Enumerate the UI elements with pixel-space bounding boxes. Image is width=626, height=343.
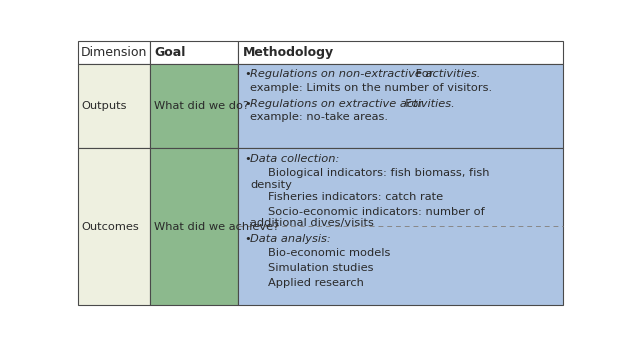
- Bar: [78, 41, 150, 63]
- Text: For: For: [411, 69, 433, 80]
- Text: Biological indicators: fish biomass, fish: Biological indicators: fish biomass, fis…: [269, 168, 490, 178]
- Text: •: •: [244, 98, 251, 108]
- Text: Fisheries indicators: catch rate: Fisheries indicators: catch rate: [269, 192, 444, 202]
- Bar: [150, 148, 239, 305]
- Bar: [150, 41, 239, 63]
- Text: Regulations on non-extractive activities.: Regulations on non-extractive activities…: [250, 69, 481, 80]
- Text: Methodology: Methodology: [243, 46, 334, 59]
- Text: •: •: [244, 154, 251, 164]
- Text: Dimension: Dimension: [81, 46, 148, 59]
- Text: •: •: [244, 69, 251, 80]
- Text: Simulation studies: Simulation studies: [269, 263, 374, 273]
- Bar: [78, 63, 150, 148]
- Text: density: density: [250, 180, 292, 190]
- Text: What did we achieve?: What did we achieve?: [154, 222, 279, 232]
- Text: Socio-economic indicators: number of: Socio-economic indicators: number of: [269, 207, 485, 217]
- Text: Outcomes: Outcomes: [81, 222, 139, 232]
- Text: example: Limits on the number of visitors.: example: Limits on the number of visitor…: [250, 83, 493, 93]
- Text: What did we do?: What did we do?: [154, 101, 249, 111]
- Bar: [150, 63, 239, 148]
- Text: For: For: [398, 98, 424, 108]
- Text: additional dives/visits: additional dives/visits: [250, 218, 374, 228]
- Text: •: •: [244, 234, 251, 244]
- Text: Bio-economic models: Bio-economic models: [269, 248, 391, 259]
- Text: Data collection:: Data collection:: [250, 154, 340, 164]
- Bar: [239, 148, 563, 305]
- Text: Applied research: Applied research: [269, 277, 364, 287]
- Text: Goal: Goal: [154, 46, 185, 59]
- Text: Regulations on extractive activities.: Regulations on extractive activities.: [250, 98, 455, 108]
- Bar: [78, 148, 150, 305]
- Bar: [239, 63, 563, 148]
- Text: Outputs: Outputs: [81, 101, 126, 111]
- Bar: [239, 41, 563, 63]
- Text: example: no-take areas.: example: no-take areas.: [250, 112, 389, 122]
- Text: Data analysis:: Data analysis:: [250, 234, 331, 244]
